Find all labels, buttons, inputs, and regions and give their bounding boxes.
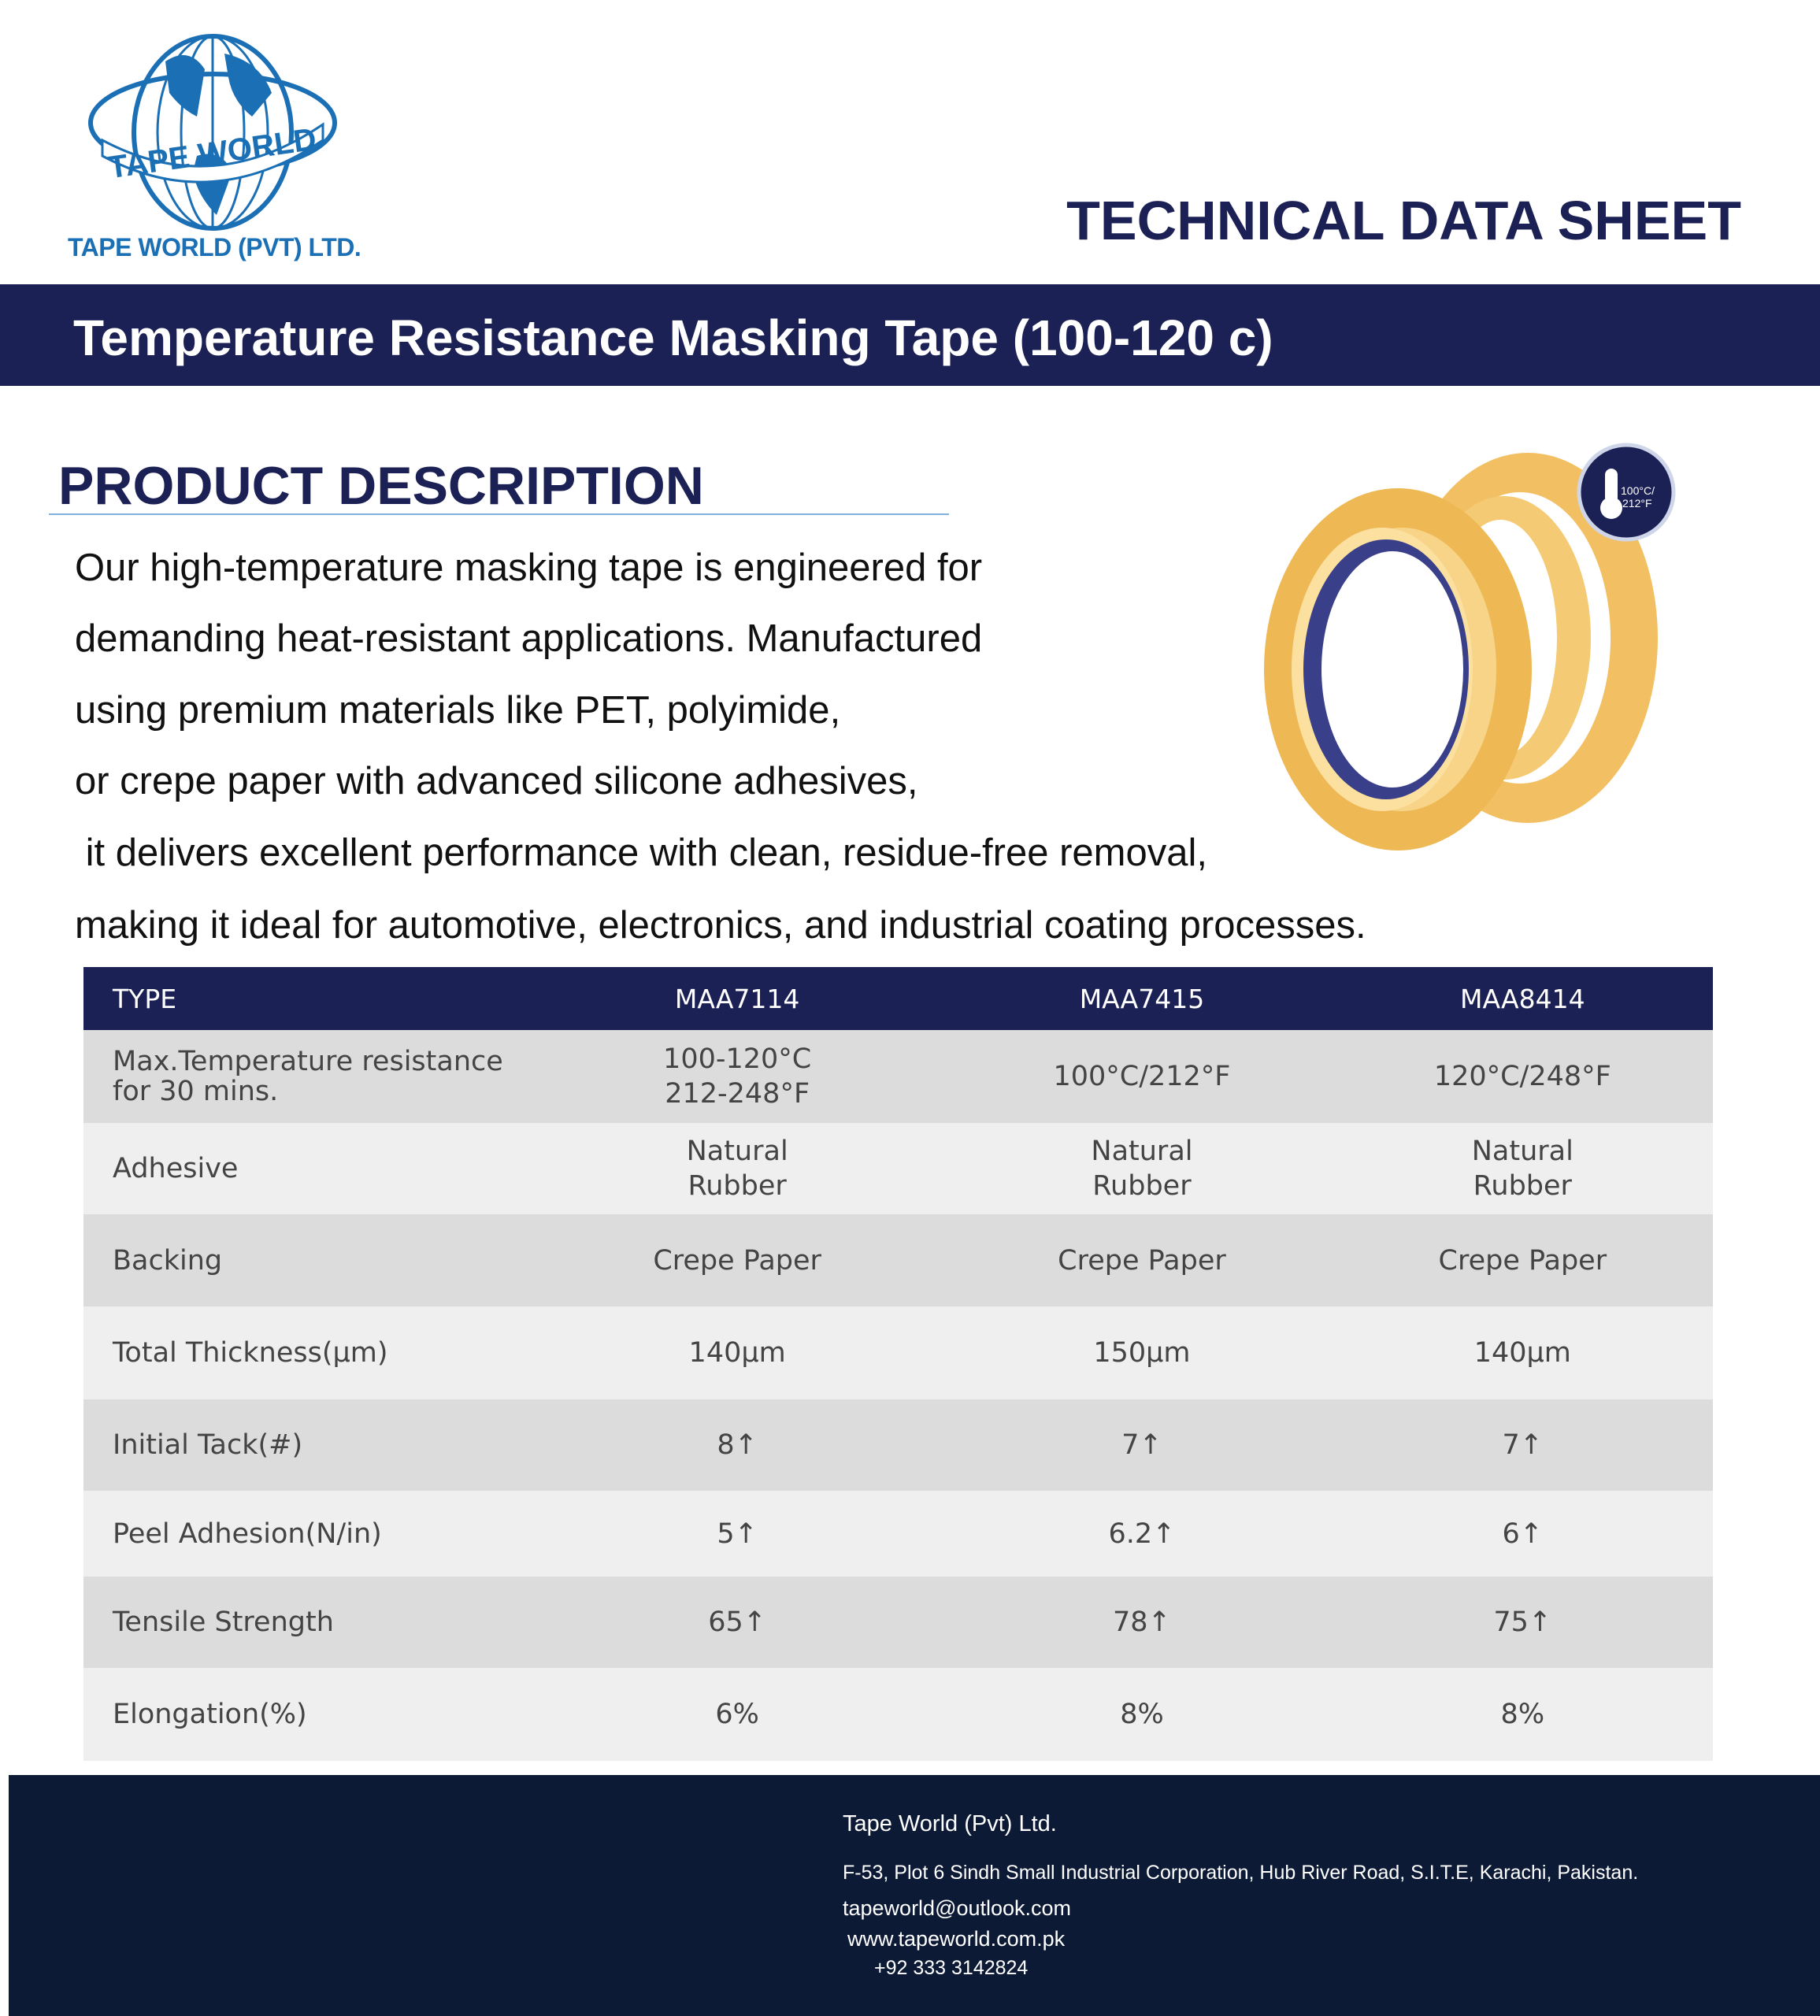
- table-cell: 100°C/212°F: [951, 1030, 1333, 1123]
- table-cell: 8%: [951, 1668, 1333, 1761]
- description-line: it delivers excellent performance with c…: [75, 832, 1207, 874]
- table-cell: 7↑: [1332, 1399, 1713, 1491]
- section-heading: PRODUCT DESCRIPTION: [58, 456, 704, 516]
- table-row: Adhesive Natural Rubber Natural Rubber Natu…: [83, 1123, 1713, 1214]
- table-row: Elongation(%) 6% 8% 8%: [83, 1668, 1713, 1761]
- table-row: Max.Temperature resistance for 30 mins. 1…: [83, 1030, 1713, 1123]
- table-header-row: TYPE MAA7114 MAA7415 MAA8414: [83, 967, 1713, 1030]
- footer-phone: +92 333 3142824: [874, 1957, 1029, 1979]
- row-label: Initial Tack(#): [83, 1399, 523, 1491]
- table-row: Total Thickness(μm) 140μm 150μm 140μm: [83, 1306, 1713, 1399]
- row-label: Adhesive: [83, 1123, 523, 1214]
- description-line: making it ideal for automotive, electron…: [75, 904, 1366, 947]
- row-label: Max.Temperature resistance for 30 mins.: [83, 1030, 523, 1123]
- table-cell: Crepe Paper: [951, 1214, 1333, 1306]
- table-cell: 6.2↑: [951, 1491, 1333, 1577]
- table-cell: 78↑: [951, 1577, 1333, 1668]
- row-label: Total Thickness(μm): [83, 1306, 523, 1399]
- table-cell: 6%: [523, 1668, 952, 1761]
- column-header: MAA7415: [951, 967, 1333, 1030]
- tape-rolls-image: 100°C/ 212°F: [1264, 443, 1676, 850]
- footer: [9, 1775, 1820, 2016]
- svg-text:100°C/: 100°C/: [1621, 484, 1655, 497]
- table-cell: Crepe Paper: [1332, 1214, 1713, 1306]
- column-header: TYPE: [83, 967, 523, 1030]
- footer-email[interactable]: tapeworld@outlook.com: [843, 1896, 1072, 1920]
- table-row: Initial Tack(#) 8↑ 7↑ 7↑: [83, 1399, 1713, 1491]
- footer-address: F-53, Plot 6 Sindh Small Industrial Corp…: [843, 1862, 1639, 1884]
- table-cell: 140μm: [1332, 1306, 1713, 1399]
- table-row: Backing Crepe Paper Crepe Paper Crepe Paper: [83, 1214, 1713, 1306]
- table-row: Tensile Strength 65↑ 78↑ 75↑: [83, 1577, 1713, 1668]
- description-line: Our high-temperature masking tape is eng…: [75, 547, 983, 589]
- product-title: Temperature Resistance Masking Tape (100…: [73, 309, 1273, 366]
- heading-underline: [49, 513, 949, 515]
- row-label: Tensile Strength: [83, 1577, 523, 1668]
- document-type-heading: TECHNICAL DATA SHEET: [1066, 190, 1741, 251]
- table-cell: 7↑: [951, 1399, 1333, 1491]
- table-cell: Natural Rubber: [523, 1123, 952, 1214]
- footer-company: Tape World (Pvt) Ltd.: [843, 1811, 1057, 1836]
- description-line: or crepe paper with advanced silicone ad…: [75, 760, 918, 802]
- table-cell: 6↑: [1332, 1491, 1713, 1577]
- description-line: using premium materials like PET, polyim…: [75, 689, 841, 732]
- table-cell: 100-120°C 212-248°F: [523, 1030, 952, 1123]
- row-label: Backing: [83, 1214, 523, 1306]
- row-label: Peel Adhesion(N/in): [83, 1491, 523, 1577]
- table-cell: 75↑: [1332, 1577, 1713, 1668]
- column-header: MAA7114: [523, 967, 952, 1030]
- tape-world-logo: TAPE WORLD: [88, 34, 337, 231]
- table-cell: Natural Rubber: [951, 1123, 1333, 1214]
- footer-website[interactable]: www.tapeworld.com.pk: [847, 1927, 1066, 1951]
- table-cell: 8↑: [523, 1399, 952, 1491]
- row-label: Elongation(%): [83, 1668, 523, 1761]
- column-header: MAA8414: [1332, 967, 1713, 1030]
- specifications-table: TYPE MAA7114 MAA7415 MAA8414 Max.Tempera…: [83, 967, 1713, 1761]
- table-cell: 150μm: [951, 1306, 1333, 1399]
- table-cell: Crepe Paper: [523, 1214, 952, 1306]
- table-cell: 120°C/248°F: [1332, 1030, 1713, 1123]
- svg-text:212°F: 212°F: [1622, 497, 1652, 510]
- table-cell: 65↑: [523, 1577, 952, 1668]
- company-name: TAPE WORLD (PVT) LTD.: [68, 233, 361, 261]
- table-cell: 5↑: [523, 1491, 952, 1577]
- description-line: demanding heat-resistant applications. M…: [75, 617, 983, 660]
- table-cell: 140μm: [523, 1306, 952, 1399]
- title-band: [0, 284, 1820, 386]
- table-cell: 8%: [1332, 1668, 1713, 1761]
- table-row: Peel Adhesion(N/in) 5↑ 6.2↑ 6↑: [83, 1491, 1713, 1577]
- table-cell: Natural Rubber: [1332, 1123, 1713, 1214]
